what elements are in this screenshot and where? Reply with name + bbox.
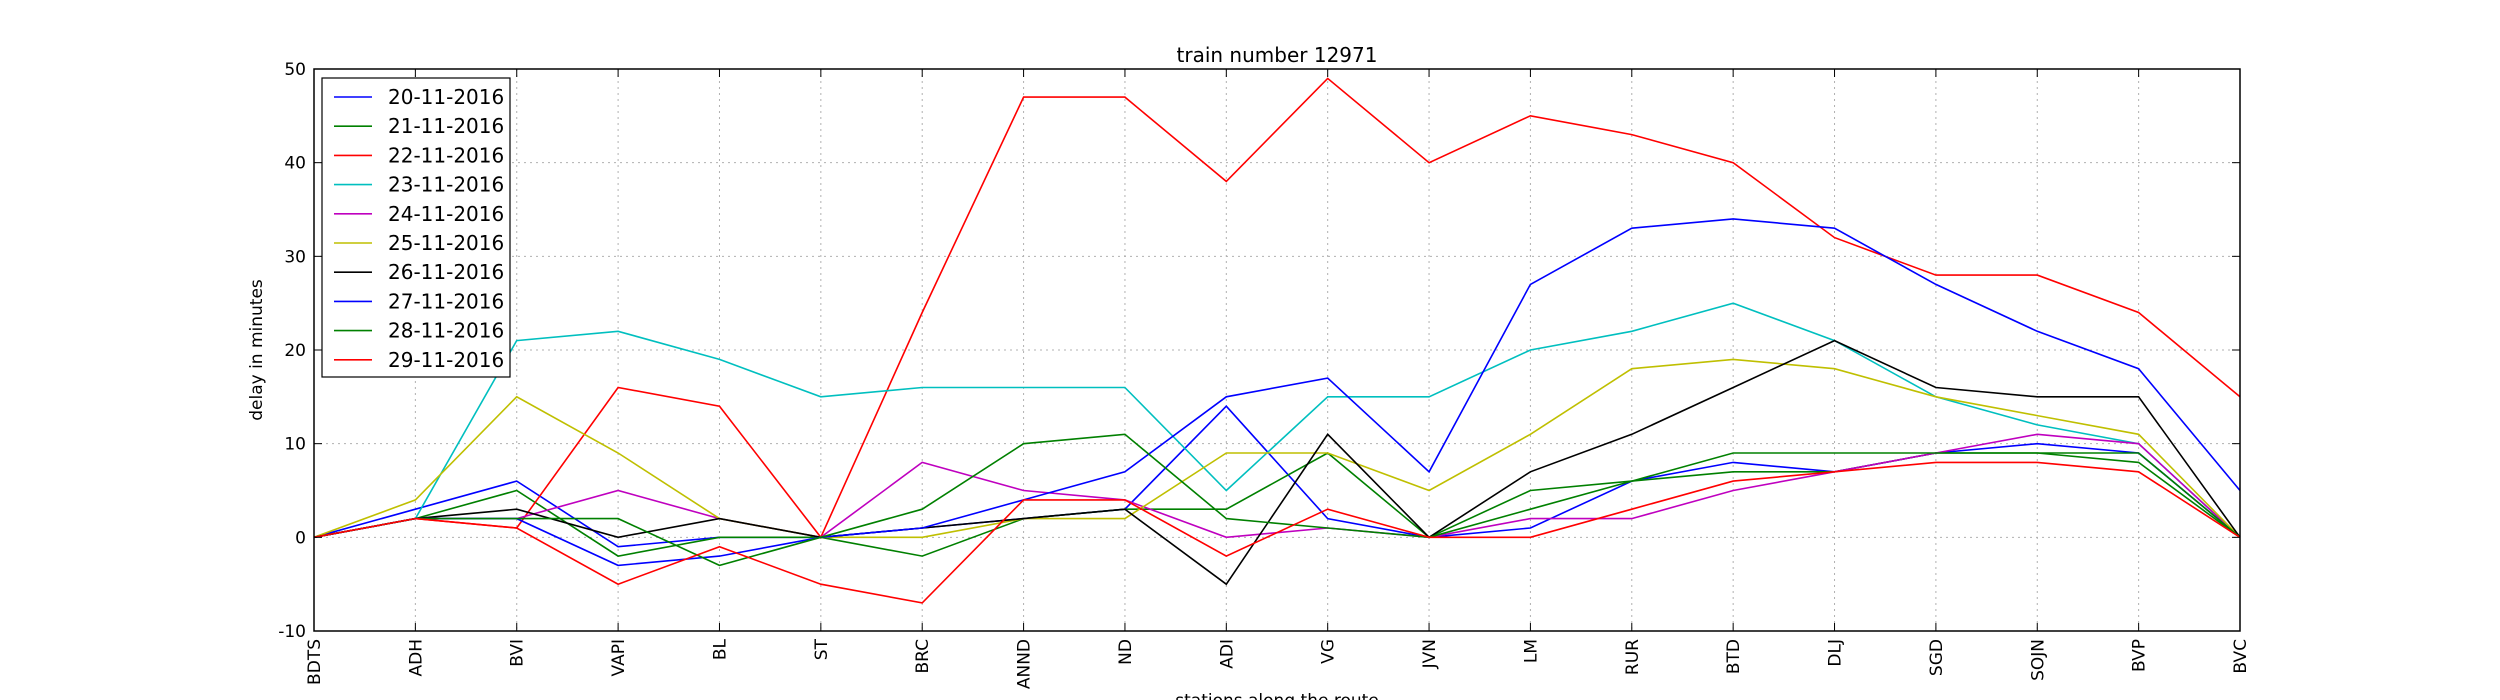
x-tick-label: BDTS bbox=[305, 639, 325, 685]
series-line-24-11-2016 bbox=[313, 433, 2241, 539]
x-tick-label: RUR bbox=[1623, 639, 1643, 675]
legend-label: 20-11-2016 bbox=[388, 85, 504, 109]
x-tick-label: BTD bbox=[1724, 639, 1744, 674]
x-tick-label: ADH bbox=[406, 639, 426, 677]
legend-label: 23-11-2016 bbox=[388, 173, 504, 197]
legend-box bbox=[321, 77, 511, 378]
y-tick-label: -10 bbox=[278, 622, 306, 642]
x-tick-label: BVI bbox=[508, 639, 528, 667]
legend-label: 27-11-2016 bbox=[388, 289, 504, 313]
chart-legend: 20-11-2016 21-11-2016 22-11-2016 23-11-2016… bbox=[321, 77, 511, 378]
series-line-20-11-2016 bbox=[313, 405, 2241, 548]
x-tick-label: LM bbox=[1521, 639, 1541, 663]
legend-label: 29-11-2016 bbox=[388, 348, 504, 372]
x-axis-ticks: BDTS ADH BVI VAPI BL ST BRC ANND ND ADI VG JVN LM RUR… bbox=[305, 69, 2251, 689]
x-tick-label: BRC bbox=[913, 639, 933, 674]
y-tick-label: 50 bbox=[284, 60, 306, 80]
legend-label: 28-11-2016 bbox=[388, 319, 504, 343]
y-tick-label: 0 bbox=[295, 528, 306, 548]
x-tick-label: SOJN bbox=[2028, 639, 2048, 681]
y-tick-label: 10 bbox=[284, 435, 306, 455]
y-axis-label: delay in minutes bbox=[247, 279, 267, 421]
legend-label: 24-11-2016 bbox=[388, 202, 504, 226]
x-tick-label: JVN bbox=[1420, 639, 1440, 669]
series-line-28-11-2016 bbox=[313, 433, 2241, 567]
series-lines bbox=[313, 77, 2241, 604]
x-tick-label: BVC bbox=[2231, 639, 2251, 674]
x-tick-label: ST bbox=[812, 638, 832, 660]
series-line-23-11-2016 bbox=[313, 302, 2241, 539]
y-tick-label: 30 bbox=[284, 247, 306, 267]
x-axis-label: stations along the route bbox=[1175, 691, 1379, 700]
x-tick-label: BVP bbox=[2130, 639, 2150, 672]
legend-label: 25-11-2016 bbox=[388, 231, 504, 255]
chart-title: train number 12971 bbox=[1177, 43, 1378, 67]
legend-label: 22-11-2016 bbox=[388, 143, 504, 167]
y-tick-label: 40 bbox=[284, 154, 306, 174]
legend-label: 21-11-2016 bbox=[388, 114, 504, 138]
y-tick-label: 20 bbox=[284, 341, 306, 361]
x-tick-label: ADI bbox=[1217, 639, 1237, 669]
x-tick-label: SGD bbox=[1927, 639, 1947, 676]
x-tick-label: VG bbox=[1319, 639, 1339, 664]
x-tick-label: DLJ bbox=[1826, 639, 1846, 667]
x-tick-label: ANND bbox=[1015, 639, 1035, 689]
series-line-27-11-2016 bbox=[313, 218, 2241, 567]
y-axis-ticks: -10 0 10 20 30 40 50 bbox=[278, 60, 2240, 642]
legend-label: 26-11-2016 bbox=[388, 260, 504, 284]
series-line-22-11-2016 bbox=[313, 77, 2241, 539]
series-line-21-11-2016 bbox=[313, 452, 2241, 557]
x-tick-label: VAPI bbox=[609, 639, 629, 676]
x-tick-label: BL bbox=[710, 638, 730, 660]
x-tick-label: ND bbox=[1116, 639, 1136, 665]
series-line-25-11-2016 bbox=[313, 358, 2241, 539]
series-line-29-11-2016 bbox=[313, 461, 2241, 604]
series-line-26-11-2016 bbox=[313, 339, 2241, 586]
